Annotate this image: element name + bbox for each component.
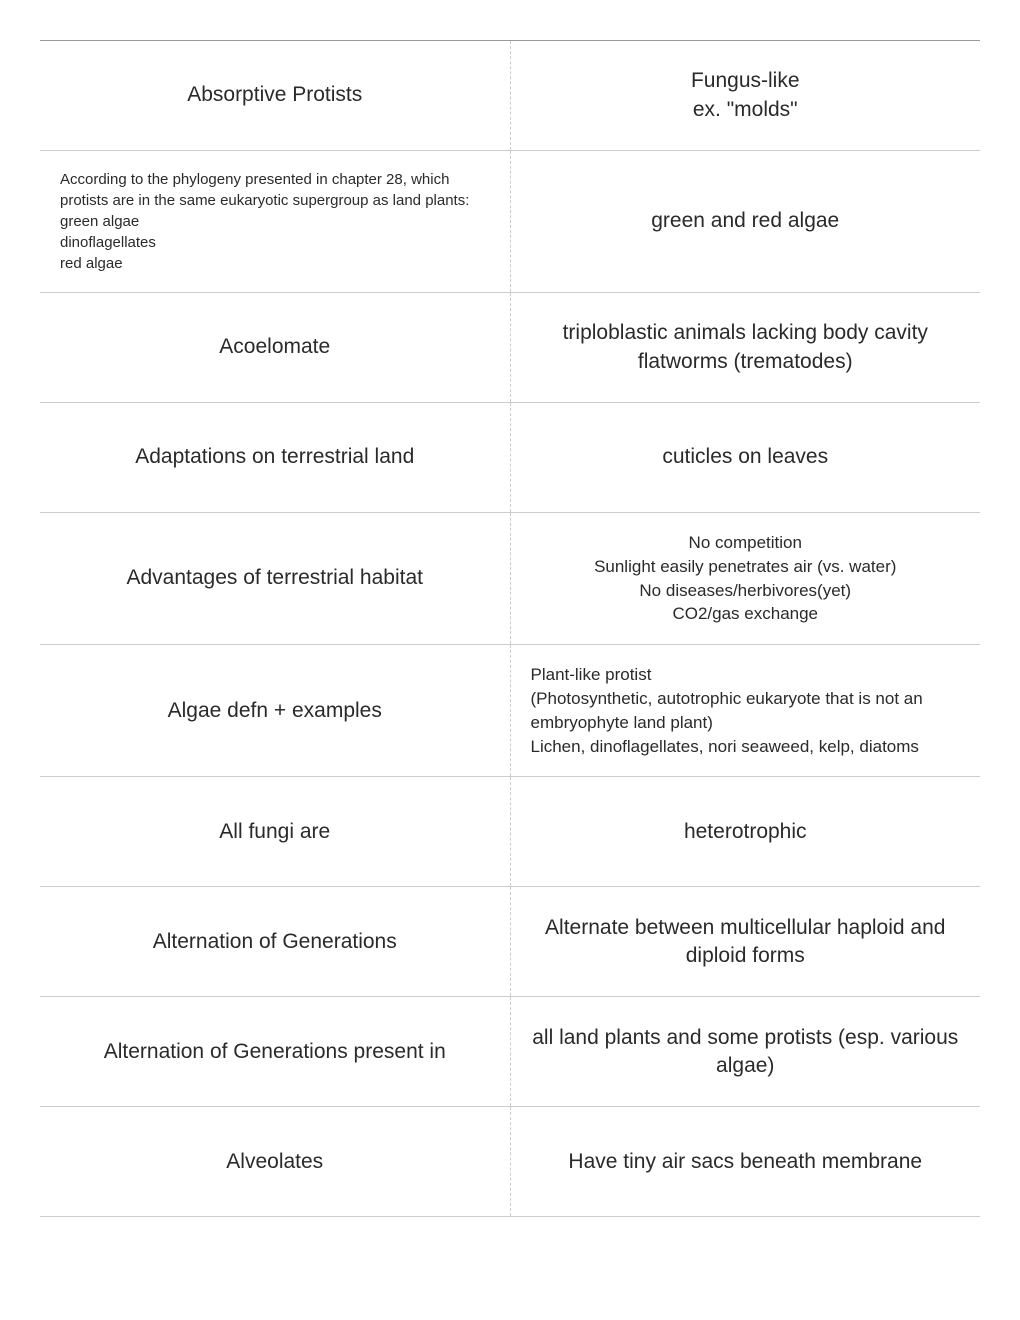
term-cell: According to the phylogeny presented in …	[40, 151, 511, 292]
term-text: According to the phylogeny presented in …	[60, 169, 490, 274]
definition-cell: heterotrophic	[511, 777, 981, 886]
definition-text: Have tiny air sacs beneath membrane	[568, 1148, 922, 1176]
term-cell: Algae defn + examples	[40, 645, 511, 776]
term-cell: Alternation of Generations present in	[40, 997, 511, 1106]
definition-text: No competition Sunlight easily penetrate…	[594, 531, 896, 626]
definition-cell: Alternate between multicellular haploid …	[511, 887, 981, 996]
term-text: Algae defn + examples	[168, 697, 382, 725]
flashcard-table: Absorptive Protists Fungus-like ex. "mold…	[40, 40, 980, 1217]
term-text: Absorptive Protists	[187, 81, 362, 109]
table-row: All fungi are heterotrophic	[40, 777, 980, 887]
table-row: Acoelomate triploblastic animals lacking …	[40, 293, 980, 403]
definition-text: green and red algae	[651, 207, 839, 235]
term-text: Advantages of terrestrial habitat	[126, 564, 423, 592]
term-text: Alternation of Generations present in	[104, 1038, 446, 1066]
definition-text: Plant-like protist (Photosynthetic, auto…	[531, 663, 961, 758]
definition-cell: Fungus-like ex. "molds"	[511, 41, 981, 150]
definition-text: cuticles on leaves	[662, 443, 828, 471]
definition-text: Fungus-like ex. "molds"	[691, 67, 800, 124]
table-row: According to the phylogeny presented in …	[40, 151, 980, 293]
table-row: Alternation of Generations Alternate betw…	[40, 887, 980, 997]
term-cell: Alternation of Generations	[40, 887, 511, 996]
term-cell: Absorptive Protists	[40, 41, 511, 150]
definition-text: all land plants and some protists (esp. …	[531, 1024, 961, 1081]
term-text: Alveolates	[226, 1148, 323, 1176]
term-text: Adaptations on terrestrial land	[135, 443, 414, 471]
table-row: Advantages of terrestrial habitat No comp…	[40, 513, 980, 645]
table-row: Absorptive Protists Fungus-like ex. "mold…	[40, 41, 980, 151]
term-cell: Adaptations on terrestrial land	[40, 403, 511, 512]
table-row: Adaptations on terrestrial land cuticles …	[40, 403, 980, 513]
term-cell: Alveolates	[40, 1107, 511, 1216]
definition-text: heterotrophic	[684, 818, 807, 846]
definition-cell: all land plants and some protists (esp. …	[511, 997, 981, 1106]
term-cell: Acoelomate	[40, 293, 511, 402]
term-cell: All fungi are	[40, 777, 511, 886]
definition-cell: No competition Sunlight easily penetrate…	[511, 513, 981, 644]
table-row: Alternation of Generations present in all…	[40, 997, 980, 1107]
term-cell: Advantages of terrestrial habitat	[40, 513, 511, 644]
definition-cell: Have tiny air sacs beneath membrane	[511, 1107, 981, 1216]
term-text: Alternation of Generations	[153, 928, 397, 956]
term-text: Acoelomate	[219, 333, 330, 361]
table-row: Alveolates Have tiny air sacs beneath mem…	[40, 1107, 980, 1217]
term-text: All fungi are	[219, 818, 330, 846]
definition-cell: triploblastic animals lacking body cavit…	[511, 293, 981, 402]
definition-cell: cuticles on leaves	[511, 403, 981, 512]
definition-text: Alternate between multicellular haploid …	[531, 914, 961, 971]
definition-cell: Plant-like protist (Photosynthetic, auto…	[511, 645, 981, 776]
definition-text: triploblastic animals lacking body cavit…	[563, 319, 928, 376]
table-row: Algae defn + examples Plant-like protist …	[40, 645, 980, 777]
definition-cell: green and red algae	[511, 151, 981, 292]
